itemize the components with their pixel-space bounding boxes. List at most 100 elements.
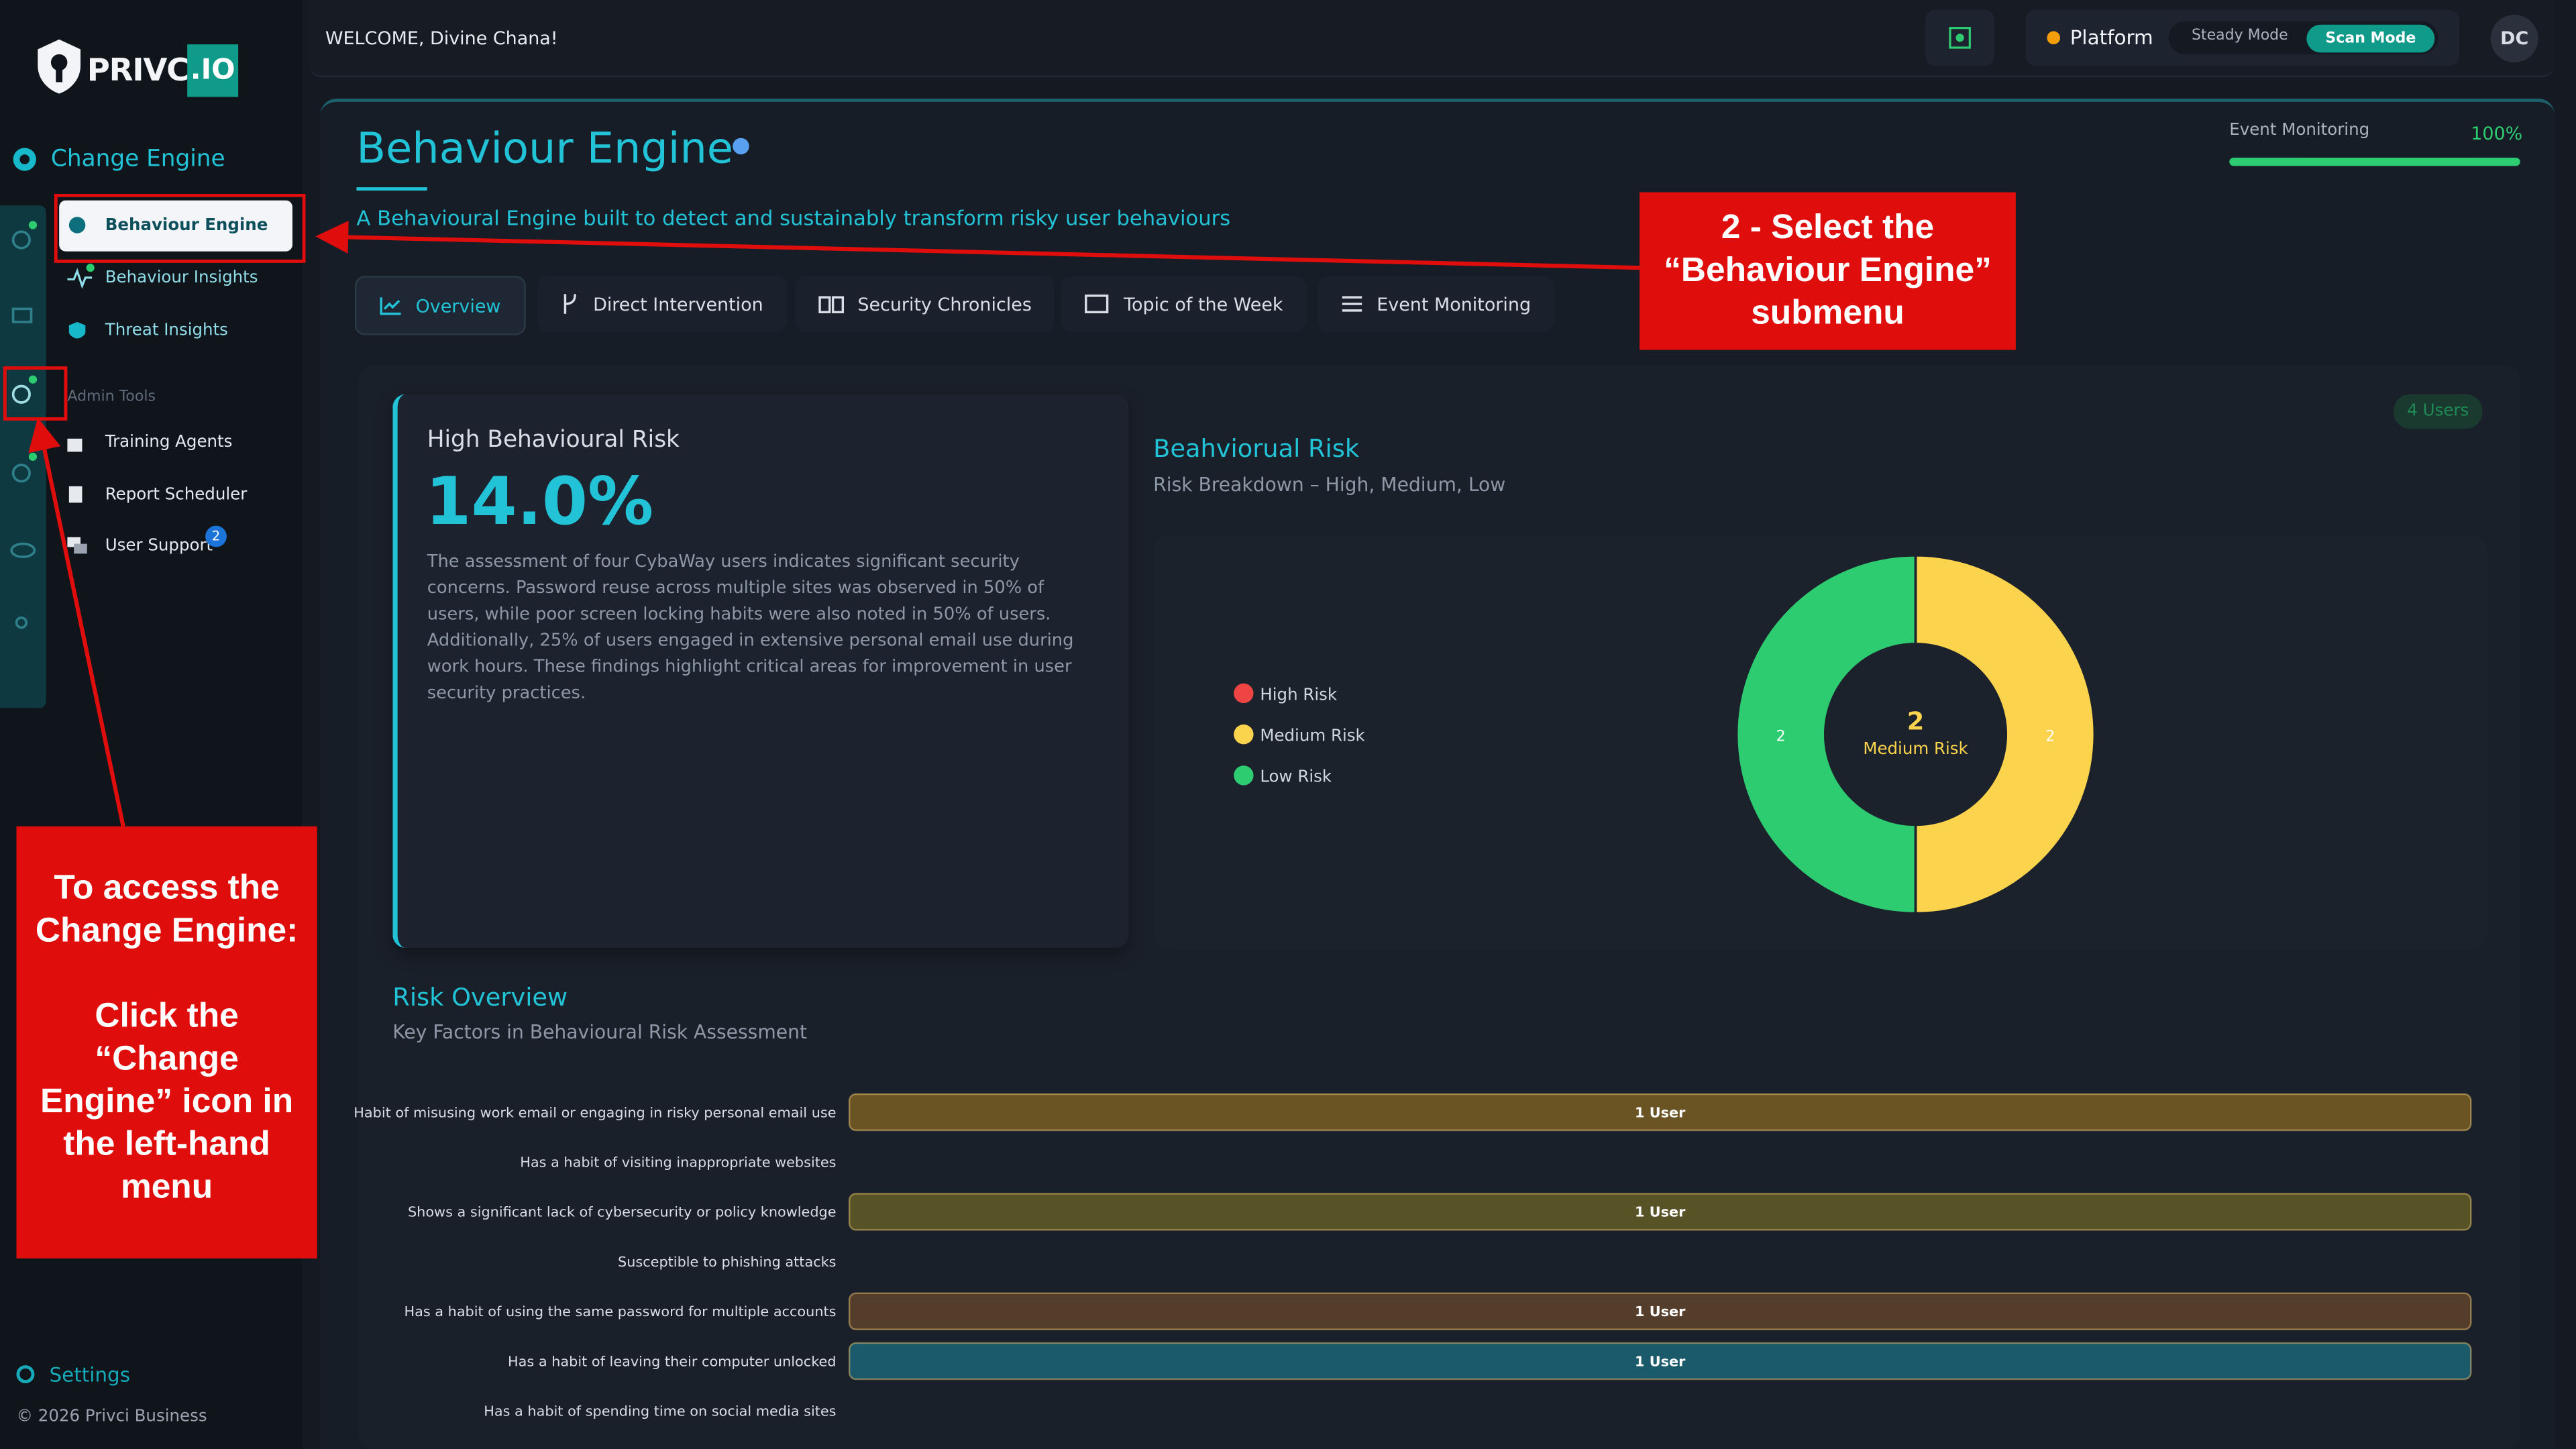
bar-value-label: 1 User [1635,1204,1686,1220]
active-nav-bg [59,200,292,252]
bar [848,1193,2472,1231]
donut-segment [1735,553,1917,915]
callout-line: 2 - Select the [1721,209,1935,247]
tab-label: Topic of the Week [1124,293,1283,315]
bar-category: Has a habit of using the same password f… [404,1303,836,1320]
admin-item[interactable]: User Support [105,537,213,555]
callout-line: the left-hand [63,1125,270,1163]
bar [848,1093,2472,1132]
logo-text: PRIVCI [87,52,201,89]
admin-item[interactable]: Report Scheduler [105,486,248,504]
mode-option[interactable]: Steady Mode [2191,28,2288,45]
nav-item[interactable]: Behaviour Engine [105,217,268,235]
admin-label: Admin Tools [67,389,156,406]
legend-swatch [1234,765,1254,786]
legend-label: Medium Risk [1260,725,1365,745]
nav-item[interactable]: Behaviour Insights [105,269,258,288]
logo-icon [38,39,81,94]
title-underline [356,187,427,191]
welcome: WELCOME, Divine Chana! [325,28,558,50]
bar-value-label: 1 User [1635,1104,1686,1120]
bar [848,1342,2472,1381]
tab[interactable]: Security Chronicles [795,276,1055,332]
avatar[interactable]: DC [2490,15,2538,63]
scan-icon [1949,27,1971,49]
nav-icon [68,322,86,339]
segment-label: 2 [1776,728,1786,745]
tab[interactable]: Direct Intervention [537,276,787,332]
logo-suffix: .IO [187,44,239,97]
donut-title: Beahviorual Risk [1153,433,1360,464]
bar-title: Risk Overview [392,982,568,1012]
callout-line: Change Engine: [35,912,299,950]
donut-subtitle: Risk Breakdown – High, Medium, Low [1153,473,1506,496]
bar-category: Habit of misusing work email or engaging… [354,1104,836,1120]
legend-label: Low Risk [1260,767,1332,786]
card-value: 14.0% [425,465,654,541]
users-badge: 4 Users [2394,394,2483,429]
callout-line [16,953,317,996]
settings[interactable]: Settings [49,1363,131,1387]
tab-label: Direct Intervention [593,293,763,315]
admin-icon [68,486,83,503]
section-icon [13,148,36,171]
progress-bar [2229,158,2520,166]
progress-track [2229,158,2520,166]
bar-category: Has a habit of leaving their computer un… [508,1353,836,1369]
callout-line: menu [120,1168,213,1206]
callout-line: To access the [54,869,280,907]
callout-line: submenu [1751,294,1904,332]
page-subtitle: A Behavioural Engine built to detect and… [356,205,1231,230]
segment-label: 2 [2045,728,2055,745]
nav-icon [67,264,95,289]
status-dot [2047,31,2061,45]
event-progress-label: 100% [2471,123,2523,145]
callout-line: Click the [95,997,239,1035]
bar-category: Has a habit of visiting inappropriate we… [520,1155,836,1171]
legend-swatch [1234,724,1254,745]
tab-label: Event Monitoring [1377,293,1532,315]
page-title: Behaviour Engine [356,125,734,174]
admin-item[interactable]: Training Agents [105,433,233,452]
risk-card [392,394,1129,949]
mode-option[interactable]: Scan Mode [2306,24,2435,53]
legend-swatch [1234,683,1254,704]
admin-icon [67,537,87,554]
card-text: The assessment of four CybaWay users ind… [427,551,1074,704]
card-title: High Behavioural Risk [427,427,680,453]
tab[interactable]: Event Monitoring [1318,276,1554,332]
tab[interactable]: Overview [354,276,526,335]
badge: 2 [205,525,227,547]
callout: To access the Change Engine: Click the “Cha… [16,826,317,1258]
bar [848,1292,2472,1330]
section-title: Change Engine [50,146,225,173]
bar-category: Susceptible to phishing attacks [618,1254,837,1270]
callout-line: “Behaviour Engine” [1664,251,1992,290]
info-icon[interactable] [733,138,749,155]
callout-line: “Change [95,1040,239,1078]
platform-label: Platform [2070,26,2153,50]
tab-label: Overview [415,294,501,317]
admin-icon [67,438,83,452]
bar-subtitle: Key Factors in Behavioural Risk Assessme… [392,1020,808,1044]
bar-category: Has a habit of spending time on social m… [484,1403,836,1419]
bar-value-label: 1 User [1635,1303,1686,1320]
settings-icon [16,1365,35,1384]
rail-icons [10,221,38,629]
icon-rail [0,205,46,708]
highlight-box [54,193,306,263]
center-value: 2 [1907,706,1925,735]
bar-category: Shows a significant lack of cybersecurit… [408,1204,837,1220]
copyright: © 2026 Privci Business [16,1407,207,1426]
callout-line: Engine” icon in [40,1082,294,1121]
bar-value-label: 1 User [1635,1353,1686,1369]
event-monitoring-label: Event Monitoring [2229,121,2370,140]
nav-item[interactable]: Threat Insights [105,322,228,340]
legend-label: High Risk [1260,684,1338,704]
center-label: Medium Risk [1863,739,1968,758]
tab[interactable]: Topic of the Week [1061,276,1306,332]
